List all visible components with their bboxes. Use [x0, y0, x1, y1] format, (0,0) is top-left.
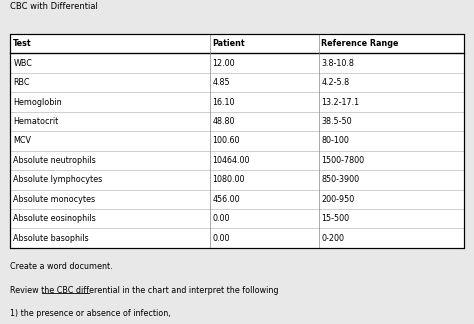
Text: Hematocrit: Hematocrit: [13, 117, 58, 126]
Bar: [0, 259, 474, 324]
Text: 80-100: 80-100: [321, 136, 349, 145]
Text: Review the CBC differential in the chart and interpret the following: Review the CBC differential in the chart…: [10, 286, 279, 295]
Text: 4.2-5.8: 4.2-5.8: [321, 78, 349, 87]
Text: Review the CBC differential: Review the CBC differential: [10, 286, 120, 295]
Text: Absolute eosinophils: Absolute eosinophils: [13, 214, 96, 223]
Text: WBC: WBC: [13, 59, 32, 68]
Text: 12.00: 12.00: [213, 59, 235, 68]
Text: 1) the presence or absence of infection,: 1) the presence or absence of infection,: [10, 309, 171, 318]
Text: 3.8-10.8: 3.8-10.8: [321, 59, 354, 68]
Bar: [10, 34, 464, 248]
Text: 850-3900: 850-3900: [321, 175, 360, 184]
Text: 200-950: 200-950: [321, 195, 355, 204]
Text: 0-200: 0-200: [321, 234, 345, 243]
Text: Hemoglobin: Hemoglobin: [13, 98, 62, 107]
Text: 10464.00: 10464.00: [213, 156, 250, 165]
Text: Patient: Patient: [213, 39, 245, 48]
Text: Absolute monocytes: Absolute monocytes: [13, 195, 95, 204]
Text: 48.80: 48.80: [213, 117, 235, 126]
Text: Reference Range: Reference Range: [321, 39, 399, 48]
Text: Absolute neutrophils: Absolute neutrophils: [13, 156, 96, 165]
Text: 456.00: 456.00: [213, 195, 240, 204]
Text: 0.00: 0.00: [213, 214, 230, 223]
Text: 15-500: 15-500: [321, 214, 349, 223]
Text: 4.85: 4.85: [213, 78, 230, 87]
Text: 1080.00: 1080.00: [213, 175, 245, 184]
Text: CBC with Differential: CBC with Differential: [10, 2, 98, 11]
Text: 0.00: 0.00: [213, 234, 230, 243]
Text: RBC: RBC: [13, 78, 30, 87]
Text: 1500-7800: 1500-7800: [321, 156, 365, 165]
Text: Absolute lymphocytes: Absolute lymphocytes: [13, 175, 102, 184]
Text: 16.10: 16.10: [213, 98, 235, 107]
Text: 38.5-50: 38.5-50: [321, 117, 352, 126]
Text: Create a word document.: Create a word document.: [10, 262, 113, 272]
Text: Review the: Review the: [10, 286, 57, 295]
Text: Absolute basophils: Absolute basophils: [13, 234, 89, 243]
Text: 13.2-17.1: 13.2-17.1: [321, 98, 360, 107]
Text: Test: Test: [13, 39, 32, 48]
Text: MCV: MCV: [13, 136, 31, 145]
Text: 100.60: 100.60: [213, 136, 240, 145]
